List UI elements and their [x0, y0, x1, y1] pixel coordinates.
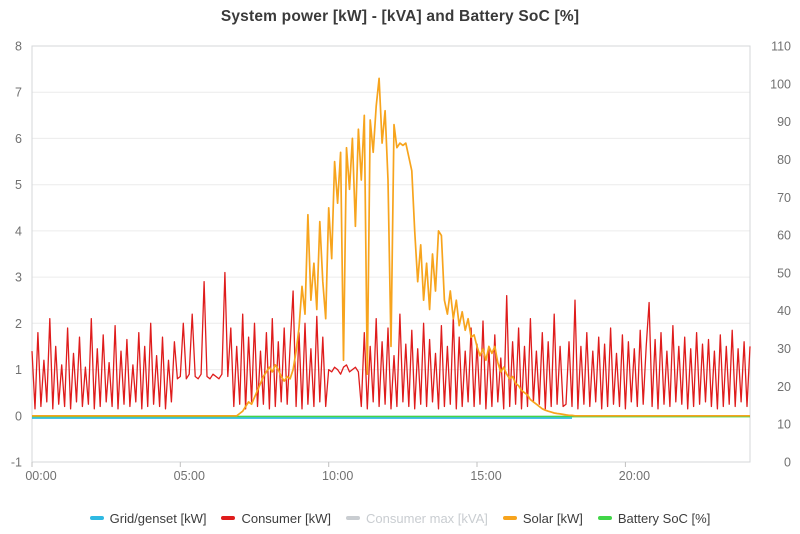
svg-text:15:00: 15:00 — [470, 469, 501, 483]
chart-title: System power [kW] - [kVA] and Battery So… — [220, 8, 580, 25]
series-solar-kw — [32, 77, 750, 417]
svg-text:5: 5 — [15, 178, 22, 192]
legend-swatch-consumer-max-icon — [346, 516, 361, 520]
svg-text:4: 4 — [15, 224, 22, 238]
y-right-axis-labels: 0 10 20 30 40 50 60 70 80 90 100 110 — [770, 40, 791, 470]
svg-text:0: 0 — [15, 409, 22, 423]
svg-text:3: 3 — [15, 271, 22, 285]
svg-text:1: 1 — [15, 363, 22, 377]
series-layer — [31, 77, 751, 419]
svg-text:00:00: 00:00 — [25, 469, 56, 483]
legend-label-battery-soc: Battery SoC [%] — [617, 510, 711, 526]
svg-text:10: 10 — [777, 418, 791, 432]
svg-text:80: 80 — [777, 153, 791, 167]
legend-label-consumer-max: Consumer max [kVA] — [366, 510, 488, 526]
legend-label-grid-genset: Grid/genset [kW] — [109, 510, 207, 526]
svg-text:90: 90 — [777, 115, 791, 129]
svg-text:60: 60 — [777, 229, 791, 243]
legend-swatch-grid-genset-icon — [89, 516, 104, 520]
svg-text:100: 100 — [770, 77, 791, 91]
legend-item-battery-soc[interactable]: Battery SoC [%] — [597, 510, 711, 526]
legend-label-consumer: Consumer [kW] — [241, 510, 332, 526]
legend-label-solar: Solar [kW] — [522, 510, 583, 526]
svg-text:30: 30 — [777, 342, 791, 356]
svg-text:0: 0 — [784, 456, 791, 470]
svg-text:50: 50 — [777, 266, 791, 280]
svg-text:7: 7 — [15, 86, 22, 100]
svg-text:2: 2 — [15, 317, 22, 331]
svg-text:05:00: 05:00 — [174, 469, 205, 483]
svg-text:8: 8 — [15, 40, 22, 54]
svg-text:40: 40 — [777, 304, 791, 318]
svg-text:20: 20 — [777, 380, 791, 394]
legend-swatch-consumer-icon — [221, 516, 236, 520]
svg-text:110: 110 — [771, 40, 791, 54]
legend-item-consumer-max[interactable]: Consumer max [kVA] — [346, 511, 488, 526]
legend: Grid/genset [kW] Consumer [kW] Consumer … — [0, 508, 800, 528]
series-consumer-kw — [31, 271, 751, 410]
y-left-axis-labels: -1 0 1 2 3 4 5 6 7 8 — [11, 40, 22, 470]
svg-text:6: 6 — [15, 132, 22, 146]
svg-text:10:00: 10:00 — [322, 469, 353, 483]
x-axis-labels: 00:00 05:00 10:00 15:00 20:00 — [25, 462, 650, 483]
svg-text:-1: -1 — [11, 456, 22, 470]
legend-item-grid-genset[interactable]: Grid/genset [kW] — [89, 510, 207, 526]
svg-text:20:00: 20:00 — [619, 469, 650, 483]
svg-text:70: 70 — [777, 191, 791, 205]
legend-item-consumer[interactable]: Consumer [kW] — [221, 511, 331, 526]
plot-border — [31, 45, 751, 463]
legend-item-solar[interactable]: Solar [kW] — [502, 510, 583, 526]
legend-swatch-battery-soc-icon — [597, 516, 612, 520]
legend-swatch-solar-icon — [502, 516, 517, 520]
